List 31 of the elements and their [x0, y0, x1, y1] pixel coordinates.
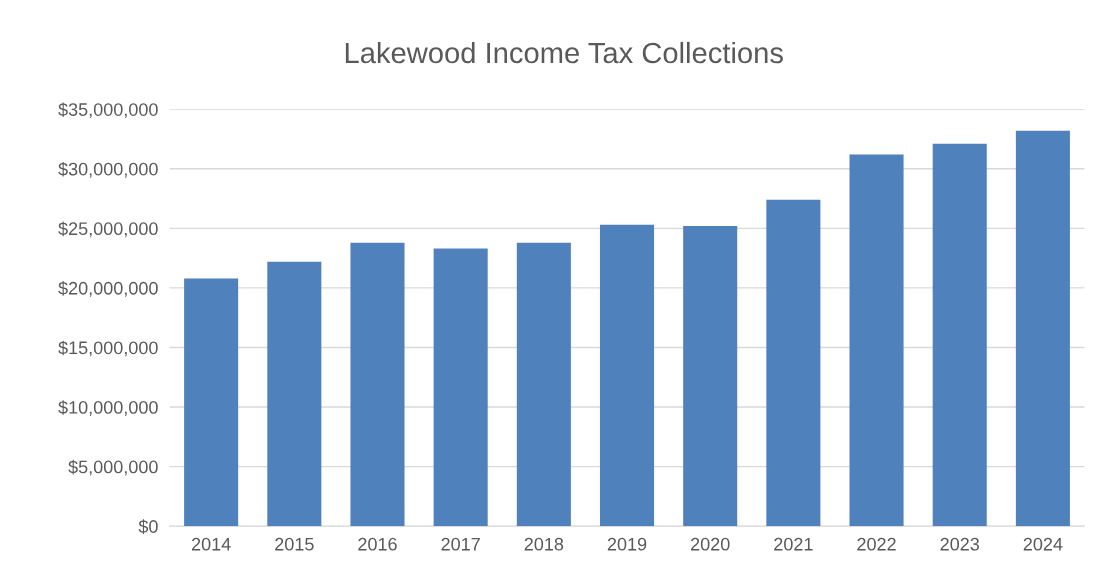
bar [433, 248, 488, 527]
x-tick-label: 2019 [607, 537, 647, 551]
x-tick-label: 2018 [524, 537, 564, 551]
y-tick-label: $35,000,000 [58, 102, 158, 119]
y-tick-label: $30,000,000 [58, 161, 158, 178]
bar [516, 242, 571, 527]
bar [766, 199, 821, 527]
chart-title: Lakewood Income Tax Collections [345, 41, 783, 64]
y-tick-label: $25,000,000 [58, 221, 158, 238]
x-tick-label: 2023 [940, 537, 980, 551]
y-tick-label: $20,000,000 [58, 281, 158, 297]
y-tick-label: $15,000,000 [58, 340, 158, 357]
y-tick-label: $10,000,000 [58, 400, 158, 416]
x-tick-label: 2020 [691, 537, 730, 551]
x-tick-label: 2014 [191, 537, 231, 551]
bar [683, 225, 738, 527]
bar [1015, 130, 1070, 527]
bar [184, 278, 239, 527]
x-tick-label: 2022 [857, 537, 896, 551]
x-tick-label: 2015 [275, 537, 314, 551]
y-tick-label: $0 [138, 519, 158, 534]
x-tick-label: 2024 [1023, 537, 1063, 551]
x-tick-label: 2016 [358, 537, 397, 551]
bar [849, 154, 904, 527]
bar [267, 261, 322, 527]
x-tick-label: 2021 [774, 537, 813, 551]
x-tick-label: 2017 [441, 537, 480, 551]
bar [599, 224, 655, 527]
bar [932, 143, 987, 527]
bar [350, 242, 405, 527]
y-tick-label: $5,000,000 [68, 459, 158, 476]
